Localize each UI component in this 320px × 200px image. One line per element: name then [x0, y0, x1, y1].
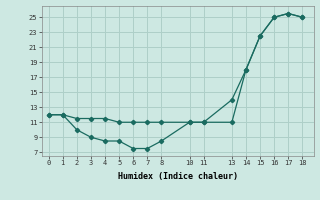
- X-axis label: Humidex (Indice chaleur): Humidex (Indice chaleur): [118, 172, 237, 181]
